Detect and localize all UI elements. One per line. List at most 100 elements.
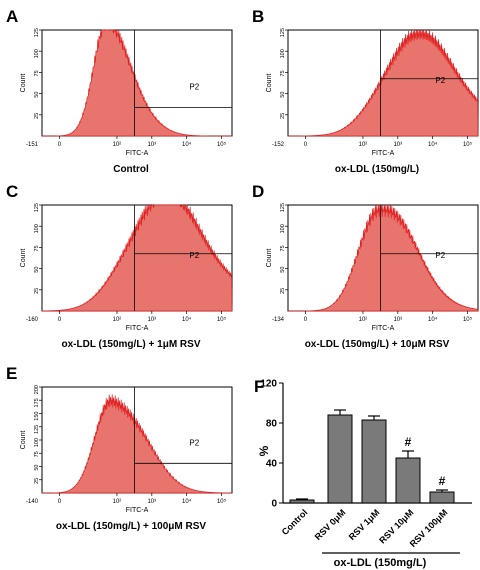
y-tick-label: 50 bbox=[34, 267, 40, 273]
x-tick-label: 0 bbox=[304, 317, 308, 323]
histogram-curve bbox=[41, 394, 233, 494]
x-tick-label: Control bbox=[280, 507, 310, 537]
x-tick-label: 10² bbox=[113, 499, 122, 505]
x-tick-label: -160 bbox=[26, 317, 39, 323]
histogram-curve bbox=[288, 204, 479, 312]
x-axis-label: FITC-A bbox=[372, 325, 395, 332]
histogram-curve bbox=[287, 29, 479, 137]
y-tick-label: 50 bbox=[280, 267, 286, 273]
panel-caption: Control bbox=[113, 164, 149, 175]
significance-mark: # bbox=[405, 435, 412, 449]
histogram-panel-b: B P2 25 50 75 100 125 Count -152 0 10² 10³ 10⁴ 10⁵ FIT… bbox=[252, 7, 479, 175]
gate-label: P2 bbox=[189, 82, 199, 91]
x-tick-label: -152 bbox=[272, 142, 285, 148]
y-tick-label: 125 bbox=[280, 28, 286, 37]
y-tick-label: 50 bbox=[34, 465, 40, 471]
y-tick-label: 100 bbox=[280, 224, 286, 233]
panel-caption: ox-LDL (150mg/L) + 100μM RSV bbox=[56, 521, 206, 532]
histogram-panels: A P2 25 50 75 100 125 Count -151 0 10² 10³ 10⁴ 10⁵ FIT… bbox=[6, 7, 479, 532]
y-tick-label: 25 bbox=[280, 288, 286, 294]
y-tick-label: 25 bbox=[34, 113, 40, 119]
x-axis-label: FITC-A bbox=[126, 325, 149, 332]
x-tick-label: 0 bbox=[304, 142, 308, 148]
panel-caption: ox-LDL (150mg/L) + 1μM RSV bbox=[61, 339, 200, 350]
x-tick-label: -140 bbox=[26, 499, 39, 505]
x-tick-label: 10⁴ bbox=[428, 141, 438, 148]
y-tick-label: 75 bbox=[34, 245, 40, 251]
panel-caption: ox-LDL (150mg/L) + 10μM RSV bbox=[305, 339, 450, 350]
histogram-panel-e: E P2 25 50 75 100 125 150 175 200 Count -140 0 10² 10³… bbox=[6, 364, 233, 532]
panel-letter: B bbox=[252, 7, 264, 26]
x-tick-label: RSV 1μM bbox=[347, 507, 382, 542]
panel-letter: D bbox=[252, 182, 264, 201]
y-tick-label: 125 bbox=[280, 203, 286, 212]
x-tick-label: RSV 0μM bbox=[313, 507, 348, 542]
x-tick-label: 10⁵ bbox=[463, 141, 473, 148]
gate-label: P2 bbox=[435, 76, 445, 85]
x-tick-label: 0 bbox=[58, 499, 62, 505]
y-tick-label: 0 bbox=[271, 499, 277, 510]
x-tick-label: 10⁵ bbox=[463, 316, 473, 323]
x-tick-label: 10³ bbox=[147, 499, 156, 505]
x-tick-label: 10⁵ bbox=[217, 316, 227, 323]
x-axis-label: FITC-A bbox=[126, 507, 149, 514]
x-tick-label: -134 bbox=[272, 317, 285, 323]
panel-letter-f: F bbox=[254, 377, 264, 396]
y-tick-label: 100 bbox=[34, 49, 40, 58]
x-tick-label: 10³ bbox=[393, 142, 402, 148]
y-tick-label: 25 bbox=[280, 113, 286, 119]
y-tick-label: 50 bbox=[280, 92, 286, 98]
x-tick-label: 10² bbox=[359, 142, 368, 148]
histogram-panel-a: A P2 25 50 75 100 125 Count -151 0 10² 10³ 10⁴ 10⁵ FIT… bbox=[6, 7, 233, 175]
y-tick-label: 25 bbox=[34, 288, 40, 294]
panel-letter: C bbox=[6, 182, 18, 201]
y-tick-label: 75 bbox=[280, 70, 286, 76]
y-axis-label: Count bbox=[20, 249, 27, 268]
y-tick-label: 150 bbox=[34, 412, 40, 421]
y-tick-label: 100 bbox=[280, 49, 286, 58]
y-tick-label: 75 bbox=[280, 245, 286, 251]
x-tick-label: 10² bbox=[113, 317, 122, 323]
x-tick-label: 10⁴ bbox=[182, 498, 192, 505]
y-tick-label: 125 bbox=[34, 28, 40, 37]
x-tick-label: 10⁵ bbox=[217, 141, 227, 148]
bar bbox=[395, 457, 421, 504]
y-tick-label: 125 bbox=[34, 203, 40, 212]
gate-label: P2 bbox=[189, 251, 199, 260]
y-axis-label: Count bbox=[266, 249, 273, 268]
y-axis-label: Count bbox=[20, 431, 27, 450]
histogram-curve bbox=[41, 203, 233, 312]
x-axis-label: FITC-A bbox=[372, 150, 395, 157]
x-tick-label: 10³ bbox=[393, 317, 402, 323]
panel-letter: E bbox=[6, 364, 17, 383]
panel-caption: ox-LDL (150mg/L) bbox=[335, 164, 419, 175]
y-tick-label: 100 bbox=[34, 438, 40, 447]
bar bbox=[289, 499, 315, 504]
y-axis-label: % bbox=[257, 445, 271, 456]
x-tick-label: 10² bbox=[113, 142, 122, 148]
x-tick-label: 10⁴ bbox=[182, 141, 192, 148]
x-tick-label: 10³ bbox=[147, 317, 156, 323]
y-tick-label: 100 bbox=[34, 224, 40, 233]
y-tick-label: 80 bbox=[266, 419, 278, 430]
y-tick-label: 120 bbox=[260, 379, 277, 390]
x-tick-label: 0 bbox=[58, 142, 62, 148]
gate-label: P2 bbox=[189, 438, 199, 447]
bar bbox=[361, 419, 387, 504]
y-axis-label: Count bbox=[20, 74, 27, 93]
y-tick-label: 75 bbox=[34, 451, 40, 457]
x-tick-label: 10³ bbox=[147, 142, 156, 148]
panel-letter: A bbox=[6, 7, 18, 26]
y-tick-label: 50 bbox=[34, 92, 40, 98]
y-tick-label: 175 bbox=[34, 398, 40, 407]
x-tick-label: 10⁴ bbox=[182, 316, 192, 323]
histogram-panel-d: D P2 25 50 75 100 125 Count -134 0 10² 10³ 10⁴ 10⁵ FIT… bbox=[252, 182, 479, 350]
significance-mark: # bbox=[439, 474, 446, 488]
y-tick-label: 200 bbox=[34, 385, 40, 394]
gate-label: P2 bbox=[435, 251, 445, 260]
y-tick-label: 25 bbox=[34, 478, 40, 484]
x-tick-label: -151 bbox=[26, 142, 39, 148]
histogram-panel-c: C P2 25 50 75 100 125 Count -160 0 10² 10³ 10⁴ 10⁵ FIT… bbox=[6, 182, 233, 350]
